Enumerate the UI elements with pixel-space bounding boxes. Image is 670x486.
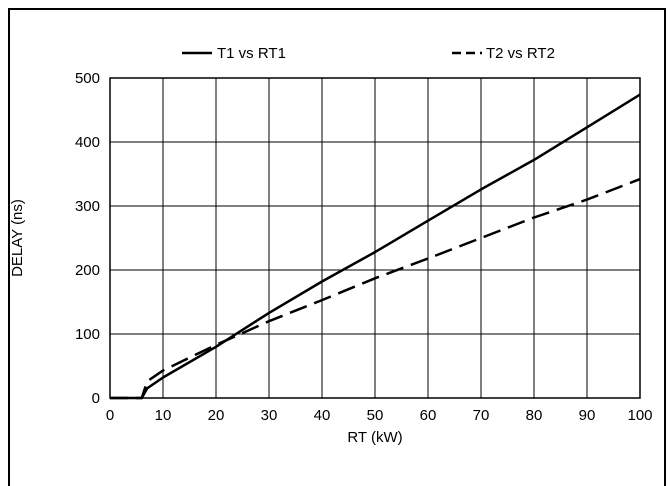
legend: T1 vs RT1 T2 vs RT2 <box>182 45 555 62</box>
y-tick-label: 300 <box>75 198 100 215</box>
y-tick-label: 400 <box>75 134 100 151</box>
x-tick-label: 60 <box>420 407 437 424</box>
x-tick-label: 100 <box>627 407 652 424</box>
series-line-t2 <box>110 177 641 400</box>
series-line-t1 <box>110 93 641 400</box>
x-tick-label: 90 <box>579 407 596 424</box>
x-axis-label: RT (kW) <box>347 429 402 446</box>
chart-frame <box>8 8 666 486</box>
series-layer <box>110 93 641 400</box>
y-tick-label: 0 <box>92 390 100 407</box>
legend-label-t2: T2 vs RT2 <box>486 45 555 62</box>
x-tick-label: 20 <box>208 407 225 424</box>
grid <box>109 77 641 399</box>
x-tick-label: 0 <box>106 407 114 424</box>
x-tick-label: 70 <box>473 407 490 424</box>
x-axis-ticks: 0 10 20 30 40 50 60 70 80 90 100 <box>106 407 653 424</box>
y-tick-label: 500 <box>75 70 100 87</box>
x-tick-label: 80 <box>526 407 543 424</box>
plot-area <box>109 77 641 399</box>
y-tick-label: 200 <box>75 262 100 279</box>
y-axis-ticks: 0 100 200 300 400 500 <box>75 70 100 407</box>
x-tick-label: 50 <box>367 407 384 424</box>
x-tick-label: 30 <box>261 407 278 424</box>
legend-label-t1: T1 vs RT1 <box>217 45 286 62</box>
x-tick-label: 40 <box>314 407 331 424</box>
y-axis-label: DELAY (ns) <box>9 199 26 277</box>
x-tick-label: 10 <box>155 407 172 424</box>
y-tick-label: 100 <box>75 326 100 343</box>
